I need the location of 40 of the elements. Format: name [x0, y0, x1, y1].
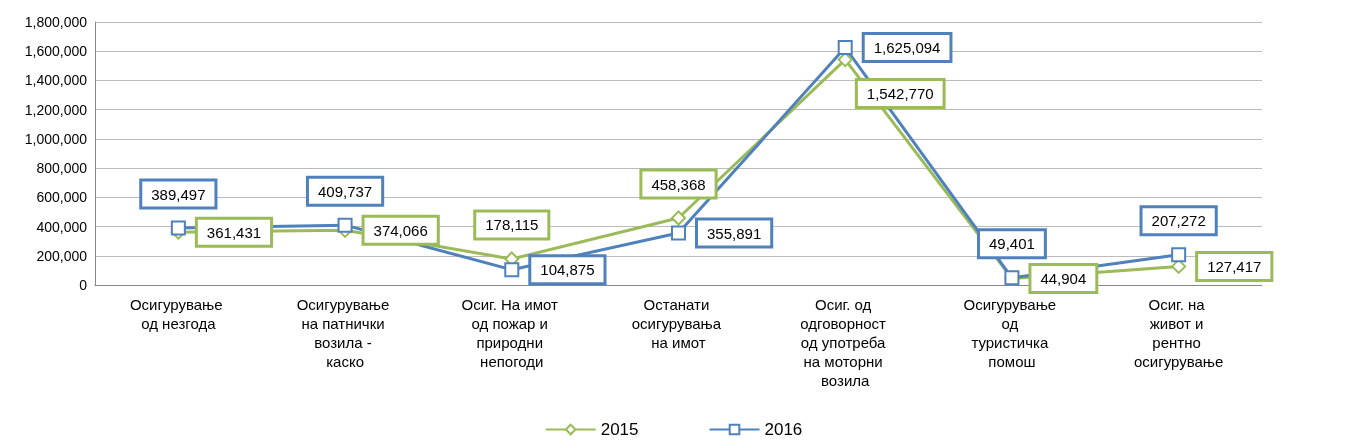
y-tick-label: 800,000	[36, 160, 88, 177]
x-tick-label: Осиг. од одговорност од употреба на моторни возила	[800, 296, 891, 389]
data-label: 207,272	[1151, 212, 1206, 230]
x-tick-label: Осиг. На имот од пожар и природни непогоди	[461, 296, 563, 370]
data-label: 389,497	[151, 185, 206, 203]
y-tick-label: 0	[79, 277, 88, 293]
y-tick-label: 600,000	[36, 189, 88, 206]
data-label: 127,417	[1207, 257, 1262, 275]
data-label: 104,875	[540, 261, 595, 279]
y-tick-label: 1,000,000	[24, 130, 88, 147]
y-tick-label: 400,000	[36, 218, 88, 235]
x-tick-label: Осигурување од туристичка помош	[963, 296, 1061, 370]
data-label: 1,625,094	[873, 39, 941, 57]
point	[1171, 247, 1187, 263]
x-tick-label: Осиг. на живот и рентно осигурување	[1133, 296, 1224, 370]
data-label: 178,115	[485, 216, 539, 234]
data-label: 374,066	[373, 221, 428, 239]
data-label: 458,368	[651, 175, 706, 193]
point	[671, 210, 686, 226]
y-tick-label: 200,000	[36, 247, 88, 264]
y-tick-label: 1,400,000	[24, 72, 88, 89]
legend-label: 2016	[764, 420, 803, 439]
x-tick-label: Осигурување од незгода	[129, 296, 227, 332]
y-tick-label: 1,600,000	[24, 43, 88, 60]
data-label: 355,891	[707, 224, 762, 242]
point	[837, 40, 853, 56]
x-tick-label: Останати осигурувања на имот	[631, 296, 726, 351]
data-label: 49,401	[988, 235, 1035, 253]
data-label: 1,542,770	[866, 85, 934, 103]
point	[170, 220, 186, 236]
y-tick-label: 1,800,000	[24, 14, 88, 30]
point	[671, 225, 686, 241]
y-tick-label: 1,200,000	[24, 101, 88, 118]
point	[504, 262, 520, 278]
data-label: 44,904	[1040, 269, 1087, 287]
data-label: 361,431	[206, 223, 262, 241]
data-label: 409,737	[317, 182, 373, 200]
legend-label: 2015	[600, 420, 639, 439]
x-tick-label: Осигурување на патнички возила - каско	[296, 296, 394, 370]
point	[337, 217, 353, 233]
